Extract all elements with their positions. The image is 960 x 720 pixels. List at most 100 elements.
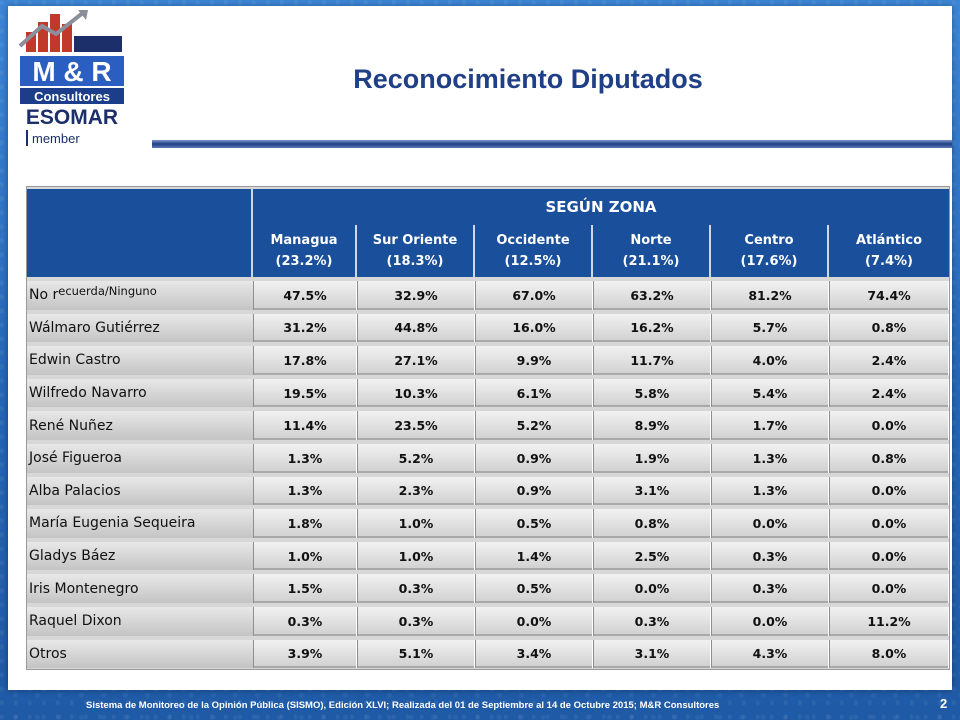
candidate-name: Edwin Castro bbox=[29, 352, 121, 369]
logo-sub-text: Consultores bbox=[34, 89, 110, 104]
value-cell: 3.1% bbox=[593, 639, 711, 669]
candidate-name-cell: Wálmaro Gutiérrez bbox=[27, 313, 253, 343]
zone-group-header: SEGÚN ZONA bbox=[253, 189, 949, 225]
value-cell: 1.4% bbox=[475, 541, 593, 571]
value-cell: 5.4% bbox=[711, 378, 829, 408]
value-cell: 16.2% bbox=[593, 313, 711, 343]
value-cell: 5.8% bbox=[593, 378, 711, 408]
value-cell: 31.2% bbox=[253, 313, 357, 343]
candidate-name: René Nuñez bbox=[29, 417, 113, 434]
zone-share: (21.1%) bbox=[622, 254, 680, 269]
value-cell: 27.1% bbox=[357, 346, 475, 375]
zone-name: Sur Oriente bbox=[372, 233, 458, 248]
candidate-name: Raquel Dixon bbox=[29, 613, 122, 630]
candidate-name: José Figueroa bbox=[29, 450, 122, 467]
value-cell: 0.3% bbox=[711, 541, 829, 571]
value-cell: 0.3% bbox=[357, 574, 475, 603]
candidate-name-cell: María Eugenia Sequeira bbox=[27, 509, 253, 538]
value-cell: 6.1% bbox=[475, 378, 593, 408]
value-cell: 0.3% bbox=[357, 607, 475, 636]
candidate-name-cell: Otros bbox=[27, 639, 253, 669]
value-cell: 0.0% bbox=[593, 574, 711, 603]
value-cell: 11.4% bbox=[253, 411, 357, 440]
zone-header-cell: Centro (17.6%) bbox=[711, 225, 829, 277]
results-table: SEGÚN ZONA Managua (23.2%) Sur Oriente (18.… bbox=[26, 186, 950, 670]
candidate-name-cell: Edwin Castro bbox=[27, 346, 253, 375]
zone-name: Norte bbox=[630, 233, 672, 248]
value-cell: 5.1% bbox=[357, 639, 475, 669]
value-cell: 1.3% bbox=[253, 476, 357, 506]
value-cell: 3.9% bbox=[253, 639, 357, 669]
value-cell: 8.9% bbox=[593, 411, 711, 440]
value-cell: 10.3% bbox=[357, 378, 475, 408]
value-cell: 0.0% bbox=[829, 476, 949, 506]
value-cell: 0.0% bbox=[711, 607, 829, 636]
table-row: Iris Montenegro 1.5% 0.3% 0.5% 0.0% 0.3% 0.0% bbox=[27, 574, 949, 603]
candidate-name-cell: René Nuñez bbox=[27, 411, 253, 440]
candidate-name: Iris Montenegro bbox=[29, 580, 139, 597]
mr-consultores-logo: M & R Consultores ESOMAR member bbox=[12, 6, 132, 152]
logo-member-text: member bbox=[32, 131, 80, 146]
value-cell: 11.7% bbox=[593, 346, 711, 375]
candidate-name-cell: José Figueroa bbox=[27, 444, 253, 473]
value-cell: 0.0% bbox=[829, 541, 949, 571]
candidate-name: No r bbox=[29, 287, 59, 304]
zone-header-cell: Atlántico (7.4%) bbox=[829, 225, 949, 277]
candidate-name: Wálmaro Gutiérrez bbox=[29, 319, 160, 336]
value-cell: 0.8% bbox=[829, 444, 949, 473]
value-cell: 1.3% bbox=[711, 444, 829, 473]
value-cell: 74.4% bbox=[829, 281, 949, 310]
value-cell: 1.0% bbox=[357, 541, 475, 571]
table-row: No r ecuerda/Ninguno 47.5% 32.9% 67.0% 63.2% 8… bbox=[27, 281, 949, 310]
value-cell: 0.3% bbox=[711, 574, 829, 603]
page-title: Reconocimiento Diputados bbox=[353, 64, 703, 94]
header-blank-cell bbox=[27, 189, 253, 225]
candidate-name-cell: Wilfredo Navarro bbox=[27, 378, 253, 408]
table-zone-header-row: Managua (23.2%) Sur Oriente (18.3%) Occident… bbox=[27, 225, 949, 277]
table-row: Alba Palacios 1.3% 2.3% 0.9% 3.1% 1.3% 0.0% bbox=[27, 476, 949, 506]
value-cell: 81.2% bbox=[711, 281, 829, 310]
zone-header-cell: Occidente (12.5%) bbox=[475, 225, 593, 277]
value-cell: 1.3% bbox=[711, 476, 829, 506]
value-cell: 0.9% bbox=[475, 476, 593, 506]
value-cell: 0.0% bbox=[829, 574, 949, 603]
candidate-name: Wilfredo Navarro bbox=[29, 385, 147, 402]
value-cell: 19.5% bbox=[253, 378, 357, 408]
value-cell: 5.2% bbox=[357, 444, 475, 473]
value-cell: 0.3% bbox=[253, 607, 357, 636]
footer-source-text: Sistema de Monitoreo de la Opinión Públi… bbox=[86, 700, 720, 711]
value-cell: 2.5% bbox=[593, 541, 711, 571]
value-cell: 3.1% bbox=[593, 476, 711, 506]
value-cell: 3.4% bbox=[475, 639, 593, 669]
value-cell: 0.0% bbox=[475, 607, 593, 636]
value-cell: 4.3% bbox=[711, 639, 829, 669]
value-cell: 0.3% bbox=[593, 607, 711, 636]
table-group-header-row: SEGÚN ZONA bbox=[27, 189, 949, 225]
zone-share: (12.5%) bbox=[504, 254, 562, 269]
value-cell: 5.2% bbox=[475, 411, 593, 440]
candidate-name-cell: No r ecuerda/Ninguno bbox=[27, 281, 253, 310]
candidate-name-cell: Alba Palacios bbox=[27, 476, 253, 506]
title-divider bbox=[152, 140, 952, 148]
value-cell: 1.3% bbox=[253, 444, 357, 473]
zone-share: (17.6%) bbox=[740, 254, 798, 269]
value-cell: 2.3% bbox=[357, 476, 475, 506]
value-cell: 23.5% bbox=[357, 411, 475, 440]
zone-share: (7.4%) bbox=[865, 254, 913, 269]
zone-name: Occidente bbox=[496, 233, 570, 248]
table-row: José Figueroa 1.3% 5.2% 0.9% 1.9% 1.3% 0.8% bbox=[27, 444, 949, 473]
table-row: María Eugenia Sequeira 1.8% 1.0% 0.5% 0.8% 0.… bbox=[27, 509, 949, 538]
candidate-name: Gladys Báez bbox=[29, 548, 116, 565]
candidate-name: Alba Palacios bbox=[29, 482, 121, 499]
table-row: René Nuñez 11.4% 23.5% 5.2% 8.9% 1.7% 0.0% bbox=[27, 411, 949, 440]
value-cell: 1.0% bbox=[357, 509, 475, 538]
value-cell: 11.2% bbox=[829, 607, 949, 636]
zone-header-cell: Norte (21.1%) bbox=[593, 225, 711, 277]
value-cell: 0.0% bbox=[829, 411, 949, 440]
candidate-name-cell: Gladys Báez bbox=[27, 541, 253, 571]
value-cell: 2.4% bbox=[829, 346, 949, 375]
value-cell: 1.7% bbox=[711, 411, 829, 440]
value-cell: 2.4% bbox=[829, 378, 949, 408]
value-cell: 0.9% bbox=[475, 444, 593, 473]
value-cell: 1.9% bbox=[593, 444, 711, 473]
